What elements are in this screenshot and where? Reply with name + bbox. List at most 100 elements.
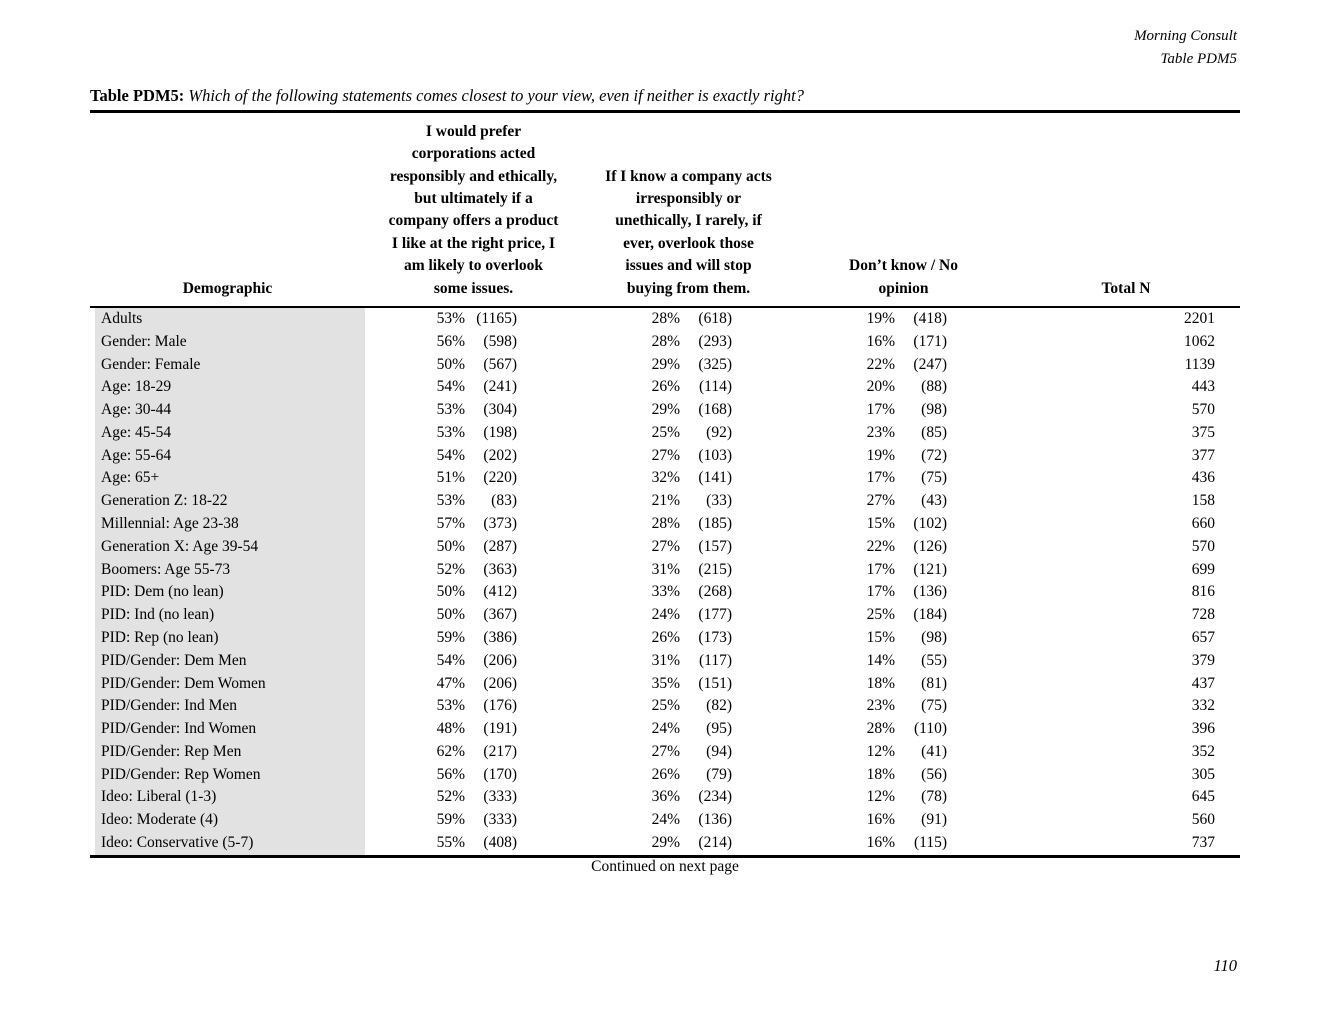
cell-overlook-issues-pct: 59% xyxy=(436,811,465,829)
cell-stop-buying: 26% (114) xyxy=(517,376,732,399)
cell-overlook-issues: 57% (373) xyxy=(365,513,517,536)
cell-stop-buying-pct: 29% xyxy=(651,833,680,851)
cell-dont-know: 23% (85) xyxy=(732,422,947,445)
cell-stop-buying-pct: 27% xyxy=(651,446,680,464)
cell-total-n: 816 xyxy=(1191,583,1215,601)
cell-stop-buying-count: (185) xyxy=(698,515,732,533)
cell-overlook-issues-count: (170) xyxy=(483,765,517,783)
cell-total-n: 1062 xyxy=(1184,332,1215,350)
cell-dont-know-pct: 14% xyxy=(866,651,895,669)
cell-dont-know-count: (85) xyxy=(921,423,947,441)
cell-dont-know: 18% (81) xyxy=(732,673,947,696)
cell-overlook-issues: 56% (170) xyxy=(365,764,517,787)
running-header-org: Morning Consult xyxy=(1134,28,1237,44)
table-row: PID: Rep (no lean) 59% (386) 26% (173) 15%… xyxy=(90,626,1215,650)
row-demographic-label: Ideo: Conservative (5-7) xyxy=(90,831,365,855)
cell-dont-know-count: (98) xyxy=(921,628,947,646)
cell-dont-know-pct: 12% xyxy=(866,788,895,806)
cell-stop-buying: 28% (293) xyxy=(517,331,732,354)
cell-dont-know-count: (98) xyxy=(921,401,947,419)
table-row: Gender: Male 56% (598) 28% (293) 16% (171) … xyxy=(90,330,1215,354)
cell-overlook-issues-pct: 47% xyxy=(436,674,465,692)
cell-dont-know: 25% (184) xyxy=(732,604,947,627)
cell-dont-know-pct: 16% xyxy=(866,833,895,851)
cell-overlook-issues: 56% (598) xyxy=(365,331,517,354)
cell-stop-buying: 35% (151) xyxy=(517,673,732,696)
cell-overlook-issues-count: (220) xyxy=(483,469,517,487)
cell-total-n: 657 xyxy=(1191,628,1215,646)
cell-total-n: 645 xyxy=(1191,788,1215,806)
cell-dont-know-count: (121) xyxy=(913,560,947,578)
cell-stop-buying-count: (173) xyxy=(698,628,732,646)
cell-overlook-issues-pct: 53% xyxy=(436,310,465,327)
cell-overlook-issues: 54% (202) xyxy=(365,445,517,468)
cell-total-n: 2201 xyxy=(1184,310,1215,327)
cell-dont-know-count: (75) xyxy=(921,697,947,715)
cell-dont-know-pct: 25% xyxy=(866,606,895,624)
cell-overlook-issues: 48% (191) xyxy=(365,718,517,741)
cell-overlook-issues: 52% (363) xyxy=(365,559,517,582)
cell-stop-buying-pct: 29% xyxy=(651,355,680,373)
cell-dont-know-count: (78) xyxy=(921,788,947,806)
cell-stop-buying-pct: 28% xyxy=(651,310,680,327)
table-row: PID: Ind (no lean) 50% (367) 24% (177) 25%… xyxy=(90,604,1215,627)
cell-dont-know: 22% (247) xyxy=(732,354,947,377)
cell-overlook-issues: 55% (408) xyxy=(365,832,517,855)
row-demographic-label: PID: Ind (no lean) xyxy=(90,604,365,627)
cell-stop-buying: 32% (141) xyxy=(517,467,732,490)
cell-total-n: 570 xyxy=(1191,401,1215,419)
cell-total-n: 305 xyxy=(1191,765,1215,783)
row-demographic-label: PID: Dem (no lean) xyxy=(90,581,365,605)
running-header: Morning Consult Table PDM5 xyxy=(1134,25,1237,71)
table-row: Age: 45-54 53% (198) 25% (92) 23% (85) 375 xyxy=(90,421,1215,445)
cell-dont-know: 16% (115) xyxy=(732,832,947,855)
cell-stop-buying-count: (33) xyxy=(706,492,732,510)
cell-overlook-issues-count: (191) xyxy=(483,720,517,738)
column-header-stop-buying: If I know a company acts irresponsibly o… xyxy=(605,167,772,297)
cell-stop-buying-count: (168) xyxy=(698,401,732,419)
cell-dont-know: 16% (91) xyxy=(732,809,947,832)
cell-overlook-issues-count: (287) xyxy=(483,537,517,555)
cell-overlook-issues-count: (367) xyxy=(483,606,517,624)
cell-dont-know-pct: 18% xyxy=(866,765,895,783)
cell-dont-know: 15% (98) xyxy=(732,627,947,650)
row-demographic-label: PID/Gender: Dem Men xyxy=(90,649,365,673)
cell-overlook-issues-count: (386) xyxy=(483,628,517,646)
cell-stop-buying-count: (325) xyxy=(698,355,732,373)
table-row: PID/Gender: Rep Women 56% (170) 26% (79) 1… xyxy=(90,763,1215,787)
table-bottom-rule xyxy=(90,855,1240,858)
cell-total-n: 570 xyxy=(1191,537,1215,555)
cell-dont-know: 17% (75) xyxy=(732,467,947,490)
cell-overlook-issues-pct: 50% xyxy=(436,355,465,373)
cell-stop-buying-pct: 25% xyxy=(651,697,680,715)
row-demographic-label: PID/Gender: Dem Women xyxy=(90,672,365,696)
cell-overlook-issues: 54% (241) xyxy=(365,376,517,399)
cell-overlook-issues-pct: 51% xyxy=(436,469,465,487)
cell-dont-know-count: (75) xyxy=(921,469,947,487)
cell-overlook-issues-pct: 53% xyxy=(436,492,465,510)
cell-overlook-issues: 53% (198) xyxy=(365,422,517,445)
cell-stop-buying: 24% (95) xyxy=(517,718,732,741)
cell-dont-know-pct: 17% xyxy=(866,560,895,578)
table-row: Adults 53% (1165) 28% (618) 19% (418) 2201 xyxy=(90,308,1215,331)
column-header-total-n: Total N xyxy=(1101,279,1151,297)
cell-dont-know: 22% (126) xyxy=(732,536,947,559)
row-demographic-label: Age: 55-64 xyxy=(90,444,365,468)
cell-stop-buying-count: (151) xyxy=(698,674,732,692)
cell-stop-buying-pct: 31% xyxy=(651,651,680,669)
cell-stop-buying-pct: 35% xyxy=(651,674,680,692)
cell-stop-buying: 31% (215) xyxy=(517,559,732,582)
cell-overlook-issues-count: (304) xyxy=(483,401,517,419)
cell-dont-know: 20% (88) xyxy=(732,376,947,399)
table-row: PID/Gender: Ind Men 53% (176) 25% (82) 23%… xyxy=(90,695,1215,719)
cell-overlook-issues-pct: 53% xyxy=(436,423,465,441)
cell-stop-buying: 27% (94) xyxy=(517,741,732,764)
cell-dont-know-pct: 16% xyxy=(866,811,895,829)
row-demographic-label: Age: 30-44 xyxy=(90,399,365,422)
cell-dont-know-count: (418) xyxy=(913,310,947,327)
table-row: Ideo: Moderate (4) 59% (333) 24% (136) 16%… xyxy=(90,809,1215,832)
cell-dont-know-pct: 17% xyxy=(866,469,895,487)
cell-dont-know-pct: 20% xyxy=(866,378,895,396)
cell-dont-know-pct: 19% xyxy=(866,310,895,327)
cell-dont-know-count: (136) xyxy=(913,583,947,601)
